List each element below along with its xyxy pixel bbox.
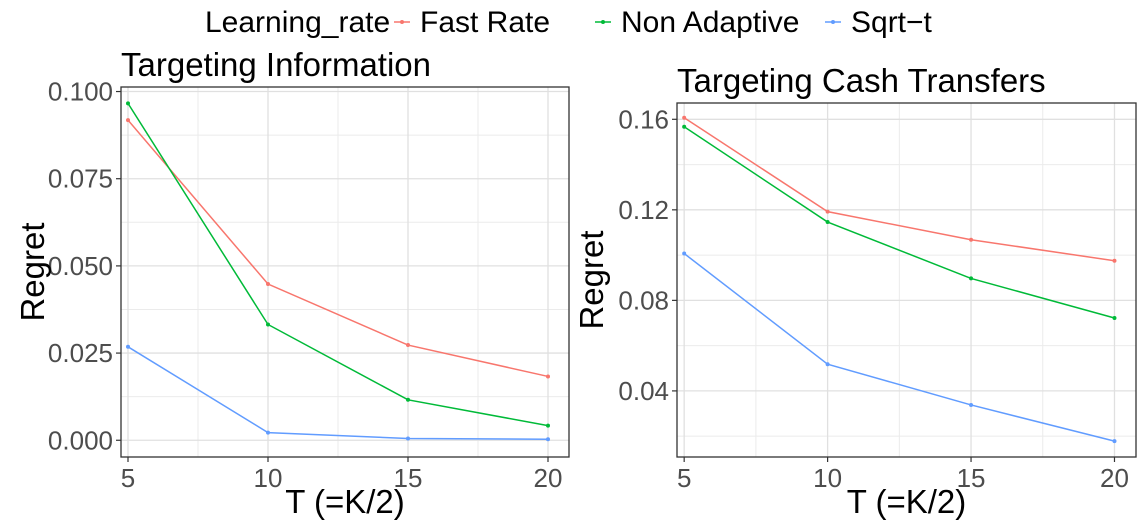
data-point-non-adaptive: [266, 322, 270, 327]
y-tick-label: 0.075: [48, 164, 113, 194]
x-tick-label: 10: [813, 463, 842, 493]
data-point-sqrt-t: [266, 430, 270, 435]
y-tick-label: 0.100: [48, 77, 113, 107]
data-point-sqrt-t: [1112, 439, 1117, 444]
x-tick-label: 5: [121, 463, 135, 493]
data-point-fast-rate: [266, 282, 270, 287]
y-tick-label: 0.050: [48, 251, 113, 281]
series-fast-rate: [682, 115, 1117, 263]
series-line-sqrt-t: [683, 252, 1115, 442]
data-point-sqrt-t: [682, 251, 687, 256]
data-point-sqrt-t: [825, 362, 830, 367]
legend-label-fast-rate: Fast Rate: [420, 6, 550, 39]
grid: [121, 87, 569, 457]
data-point-fast-rate: [546, 374, 550, 379]
y-axis-label: Regret: [14, 222, 51, 321]
legend-title: Learning_rate: [205, 6, 390, 39]
series-line-non-adaptive: [683, 126, 1115, 319]
data-point-fast-rate: [126, 118, 130, 123]
legend-key-dot-fast-rate: [400, 20, 404, 24]
data-point-non-adaptive: [1112, 316, 1117, 321]
y-axis-label: Regret: [573, 230, 610, 329]
series-line-fast-rate: [127, 119, 549, 378]
series-non-adaptive: [682, 124, 1117, 321]
legend-entry-sqrt-t: Sqrt−t: [825, 6, 933, 39]
grid: [677, 103, 1136, 457]
y-tick-label: 0.025: [48, 338, 113, 368]
legend: Learning_rate Fast Rate Non Adaptive Sqr…: [205, 6, 933, 39]
x-tick-label: 20: [534, 463, 563, 493]
x-tick-label: 10: [254, 463, 283, 493]
series-sqrt-t: [126, 344, 550, 442]
data-point-fast-rate: [406, 343, 410, 348]
data-point-non-adaptive: [126, 101, 130, 106]
series-line-fast-rate: [683, 117, 1115, 262]
x-tick-label: 20: [1100, 463, 1129, 493]
legend-label-non-adaptive: Non Adaptive: [621, 6, 799, 39]
data-point-sqrt-t: [969, 402, 974, 407]
y-tick-label: 0.12: [618, 195, 669, 225]
data-point-sqrt-t: [406, 436, 410, 441]
series-line-non-adaptive: [127, 102, 549, 427]
x-tick-label: 15: [394, 463, 423, 493]
data-point-non-adaptive: [406, 397, 410, 402]
series-line-sqrt-t: [127, 346, 549, 440]
data-point-non-adaptive: [969, 276, 974, 281]
legend-entry-non-adaptive: Non Adaptive: [595, 6, 799, 39]
data-point-sqrt-t: [126, 344, 130, 349]
data-point-non-adaptive: [682, 124, 687, 129]
x-tick-label: 15: [957, 463, 986, 493]
series-sqrt-t: [682, 251, 1117, 444]
panel-targeting-cash-transfers: Targeting Cash Transfers 5 10 15 20 0.04 0.08 0…: [573, 62, 1137, 520]
x-tick-label: 5: [677, 463, 691, 493]
panel-border: [676, 102, 1137, 458]
series-fast-rate: [126, 118, 550, 379]
y-tick-label: 0.04: [618, 376, 669, 406]
data-point-fast-rate: [825, 209, 830, 214]
data-point-non-adaptive: [825, 220, 830, 225]
y-tick-label: 0.08: [618, 285, 669, 315]
legend-label-sqrt-t: Sqrt−t: [851, 6, 933, 39]
panel-title: Targeting Information: [121, 46, 431, 83]
y-tick-label: 0.000: [48, 425, 113, 455]
legend-key-dot-sqrt-t: [831, 20, 835, 24]
data-point-fast-rate: [1112, 258, 1117, 263]
legend-entry-fast-rate: Fast Rate: [394, 6, 550, 39]
panel-title: Targeting Cash Transfers: [677, 62, 1046, 99]
legend-key-dot-non-adaptive: [601, 20, 605, 24]
y-tick-label: 0.16: [618, 104, 669, 134]
data-point-fast-rate: [969, 237, 974, 242]
x-axis-label: T (=K/2): [847, 483, 967, 520]
data-point-sqrt-t: [546, 437, 550, 442]
panel-border: [120, 86, 570, 458]
data-point-fast-rate: [682, 115, 687, 120]
data-point-non-adaptive: [546, 423, 550, 428]
panel-targeting-information: Targeting Information 5 10 15 20 0.000 0.025 0.…: [14, 46, 570, 520]
series-non-adaptive: [126, 101, 550, 428]
x-axis-label: T (=K/2): [285, 483, 405, 520]
